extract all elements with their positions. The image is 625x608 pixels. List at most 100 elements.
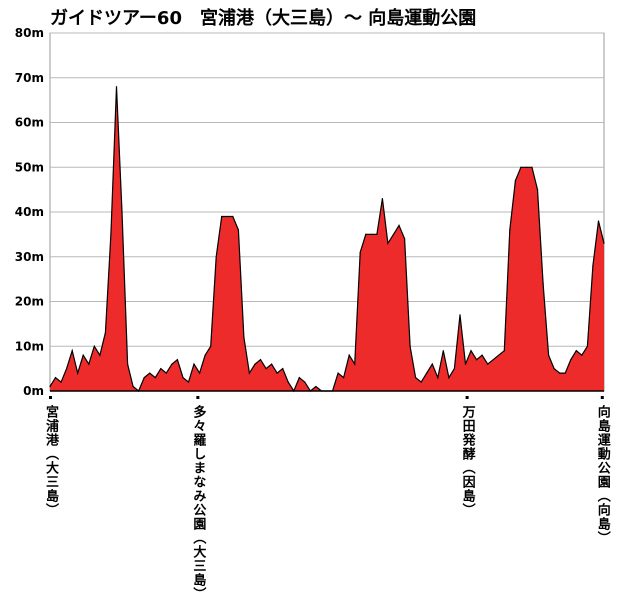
elevation-point [132, 385, 134, 388]
elevation-point [548, 354, 550, 356]
elevation-point [221, 215, 223, 218]
waypoint-marker [465, 396, 469, 399]
elevation-point [553, 368, 555, 370]
elevation-point [392, 233, 395, 235]
elevation-point [354, 363, 356, 365]
elevation-point [365, 233, 367, 235]
elevation-point [187, 381, 190, 383]
elevation-point [531, 166, 533, 168]
elevation-point [525, 166, 528, 168]
elevation-point [509, 229, 511, 231]
elevation-point [115, 86, 118, 88]
elevation-point [464, 363, 467, 365]
elevation-point [93, 345, 95, 347]
elevation-point [476, 359, 478, 361]
elevation-point [176, 359, 178, 361]
elevation-point [193, 363, 195, 365]
elevation-point [199, 372, 201, 374]
elevation-point [597, 220, 600, 222]
elevation-point [143, 377, 145, 379]
elevation-point [592, 265, 594, 267]
waypoint-label: 向島運動公園（向島） [594, 405, 610, 545]
elevation-point [387, 242, 389, 244]
y-tick-label: 80m [15, 26, 44, 40]
elevation-point [226, 215, 228, 218]
elevation-point [271, 363, 273, 365]
elevation-point [171, 363, 173, 365]
elevation-point [431, 363, 433, 365]
elevation-point [343, 377, 345, 379]
elevation-point [49, 385, 51, 388]
elevation-point [586, 345, 589, 347]
elevation-point [370, 233, 372, 235]
elevation-point [210, 345, 212, 347]
elevation-point [304, 381, 306, 383]
elevation-point [381, 198, 383, 200]
elevation-point [99, 354, 101, 356]
waypoint-label: 万田発酵（因島） [459, 405, 475, 517]
waypoint-label: 宮浦港（大三島） [43, 405, 58, 517]
elevation-point [71, 350, 73, 352]
y-tick-label: 0m [23, 384, 44, 398]
elevation-point [154, 377, 156, 379]
elevation-point [575, 350, 577, 352]
elevation-point [54, 377, 57, 379]
elevation-point [498, 354, 500, 356]
elevation-point [160, 368, 162, 370]
elevation-point [287, 381, 289, 383]
elevation-point [88, 363, 90, 365]
elevation-point [276, 372, 278, 374]
elevation-point [149, 372, 151, 374]
elevation-point [487, 363, 489, 365]
elevation-point [542, 283, 544, 285]
elevation-point [570, 359, 572, 361]
elevation-point [248, 372, 250, 374]
elevation-point [398, 224, 400, 226]
waypoint-label: 多々羅しまなみ公園（大三島） [190, 405, 206, 601]
elevation-point [298, 377, 300, 379]
elevation-point [453, 368, 455, 370]
elevation-point [564, 372, 566, 374]
elevation-point [315, 385, 317, 388]
elevation-point [237, 229, 239, 231]
elevation-point [121, 211, 123, 213]
waypoint-marker [600, 396, 604, 399]
elevation-point [165, 372, 167, 374]
elevation-point [82, 354, 84, 356]
elevation-point [204, 354, 206, 356]
elevation-point [215, 256, 217, 258]
y-tick-label: 60m [15, 116, 44, 130]
elevation-point [470, 350, 472, 352]
elevation-point [420, 381, 422, 383]
elevation-point [348, 354, 350, 356]
elevation-point [581, 354, 583, 356]
elevation-point [77, 372, 79, 374]
elevation-point [492, 359, 494, 361]
elevation-point [459, 314, 461, 316]
elevation-point [448, 377, 450, 379]
elevation-point [182, 377, 184, 379]
chart-title: ガイドツアー60 宮浦港（大三島）～ 向島運動公園 [50, 8, 477, 29]
elevation-point [415, 377, 417, 379]
elevation-point [60, 381, 62, 383]
elevation-point [104, 332, 106, 334]
y-tick-label: 10m [15, 339, 44, 353]
elevation-point [265, 368, 267, 370]
waypoint-marker [49, 396, 52, 399]
elevation-point [337, 372, 339, 374]
elevation-point [282, 368, 284, 370]
y-tick-label: 20m [15, 295, 44, 309]
elevation-point [437, 377, 439, 379]
elevation-point [481, 354, 483, 356]
elevation-point [376, 233, 378, 235]
elevation-point [66, 368, 68, 370]
elevation-point [442, 350, 444, 352]
elevation-point [243, 336, 245, 338]
elevation-point [127, 363, 129, 365]
elevation-point [536, 189, 539, 191]
y-tick-label: 30m [15, 250, 44, 264]
elevation-point [259, 359, 262, 361]
elevation-point [559, 372, 561, 374]
elevation-point [503, 350, 505, 352]
